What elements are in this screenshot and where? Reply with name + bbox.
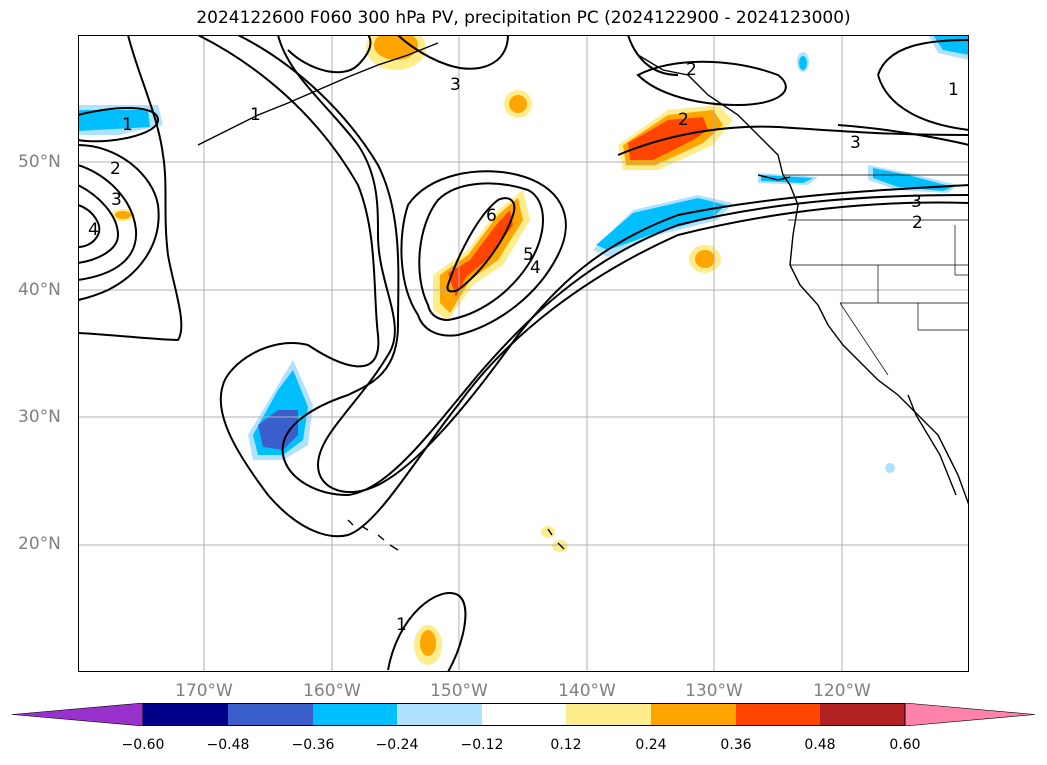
colorbar-tick: 0.24 — [635, 737, 667, 753]
contour-label-group: 1 2 3 4 1 2 3 3 2 1 6 5 4 3 2 1 — [88, 60, 959, 635]
lat-label-30n: 30°N — [18, 407, 61, 427]
contour-label: 2 — [678, 110, 689, 130]
colorbar-segment — [143, 703, 228, 726]
colorbar-segment — [228, 703, 313, 726]
lat-label-20n: 20°N — [18, 534, 61, 554]
lon-label-160w: 160°W — [303, 681, 361, 701]
colorbar-tick: −0.12 — [460, 737, 504, 753]
contour-label: 1 — [948, 80, 959, 100]
contour-label: 3 — [911, 192, 922, 212]
lon-label-150w: 150°W — [430, 681, 488, 701]
colorbar-tick: −0.24 — [375, 737, 419, 753]
state-borders — [783, 174, 969, 376]
map-title: 2024122600 F060 300 hPa PV, precipitatio… — [196, 8, 851, 28]
contour-label: 2 — [110, 159, 121, 179]
colorbar — [12, 703, 1036, 726]
lon-label-140w: 140°W — [558, 681, 616, 701]
colorbar-segment — [904, 703, 1036, 726]
pv-contours — [78, 35, 969, 672]
colorbar-segment — [820, 703, 905, 726]
colorbar-segment — [397, 703, 482, 726]
colorbar-tick: 0.36 — [720, 737, 752, 753]
colorbar-tick: −0.48 — [206, 737, 250, 753]
lat-label-40n: 40°N — [18, 280, 61, 300]
colorbar-tick: 0.12 — [550, 737, 582, 753]
contour-label: 2 — [912, 213, 923, 233]
colorbar-segment — [313, 703, 397, 726]
contour-label: 1 — [250, 105, 261, 125]
lon-label-120w: 120°W — [813, 681, 871, 701]
colorbar-segment — [651, 703, 736, 726]
lon-label-170w: 170°W — [175, 681, 233, 701]
contour-label: 1 — [396, 615, 407, 635]
contour-label: 6 — [486, 206, 497, 226]
precip-shading — [78, 35, 969, 665]
contour-label: 1 — [122, 115, 133, 135]
contour-label: 4 — [88, 220, 99, 240]
colorbar-segment — [736, 703, 820, 726]
colorbar-segment — [566, 703, 651, 726]
colorbar-segment — [12, 703, 144, 726]
lon-label-130w: 130°W — [685, 681, 743, 701]
contour-label: 3 — [111, 190, 122, 210]
contour-label: 3 — [850, 133, 861, 153]
colorbar-tick: 0.60 — [889, 737, 921, 753]
contour-label: 3 — [450, 75, 461, 95]
colorbar-segment — [482, 703, 566, 726]
coastlines — [197, 42, 969, 551]
colorbar-tick: 0.48 — [804, 737, 836, 753]
lat-label-50n: 50°N — [18, 152, 61, 172]
contour-label: 5 — [523, 245, 534, 265]
contour-label: 2 — [686, 60, 697, 80]
map-panel: 1 2 3 4 1 2 3 3 2 1 6 5 4 3 2 1 — [78, 35, 969, 672]
colorbar-tick: −0.36 — [291, 737, 335, 753]
colorbar-tick: −0.60 — [121, 737, 165, 753]
contour-label: 4 — [530, 258, 541, 278]
graticule — [78, 35, 969, 672]
